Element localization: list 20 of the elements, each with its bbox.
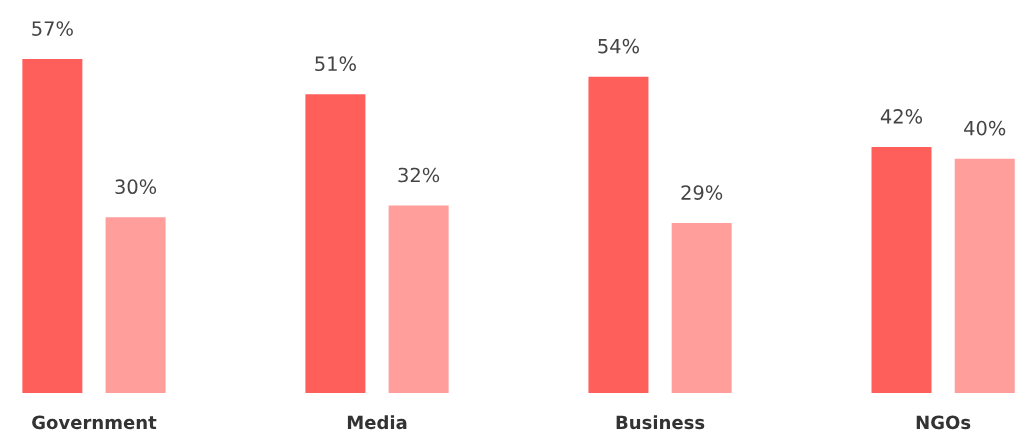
bar: [305, 94, 366, 393]
data-label: 32%: [398, 167, 440, 183]
bar: [871, 146, 932, 393]
data-label: 54%: [598, 38, 639, 54]
x-tick-label: Government: [32, 415, 157, 430]
x-tick-label: Business: [616, 415, 705, 430]
data-label: 29%: [681, 185, 723, 200]
data-label: 51%: [315, 56, 356, 72]
x-tick-label: NGOs: [916, 415, 971, 430]
data-label: 30%: [115, 179, 157, 195]
bar: [671, 223, 732, 393]
data-label: 42%: [880, 109, 923, 124]
bar: [22, 59, 83, 393]
bar: [954, 158, 1015, 393]
x-tick-label: Media: [347, 415, 407, 430]
data-label: 40%: [964, 120, 1006, 136]
bar: [588, 76, 649, 393]
bar: [105, 217, 166, 393]
data-label: 57%: [32, 21, 73, 36]
bar: [388, 205, 449, 393]
